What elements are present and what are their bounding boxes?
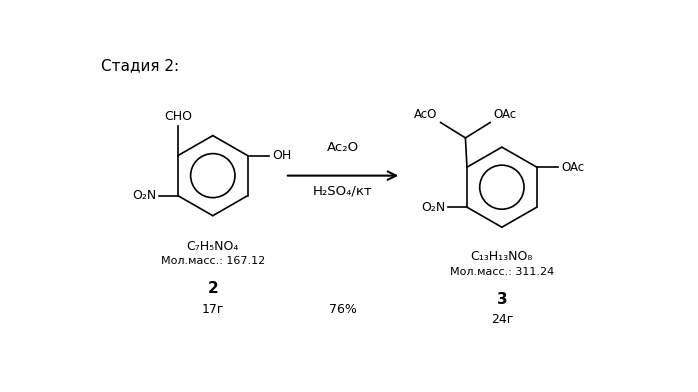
- Text: 76%: 76%: [329, 303, 357, 316]
- Text: C₁₃H₁₃NO₈: C₁₃H₁₃NO₈: [470, 250, 533, 263]
- Text: OAc: OAc: [562, 161, 585, 174]
- Text: OH: OH: [272, 149, 292, 162]
- Text: Мол.масс.: 167.12: Мол.масс.: 167.12: [161, 256, 265, 267]
- Text: C₇H₅NO₄: C₇H₅NO₄: [186, 240, 239, 252]
- Text: AcO: AcO: [414, 108, 438, 121]
- Text: 3: 3: [496, 292, 507, 307]
- Text: Стадия 2:: Стадия 2:: [101, 58, 179, 73]
- Text: O₂N: O₂N: [132, 189, 156, 202]
- Text: O₂N: O₂N: [421, 201, 445, 214]
- Text: Мол.масс.: 311.24: Мол.масс.: 311.24: [450, 267, 554, 277]
- Text: Ac₂O: Ac₂O: [327, 141, 359, 154]
- Text: OAc: OAc: [493, 108, 517, 121]
- Text: H₂SO₄/кт: H₂SO₄/кт: [313, 185, 373, 198]
- Text: CHO: CHO: [164, 110, 192, 123]
- Text: 2: 2: [207, 281, 218, 296]
- Text: 17г: 17г: [202, 303, 224, 316]
- Text: 24г: 24г: [491, 314, 513, 327]
